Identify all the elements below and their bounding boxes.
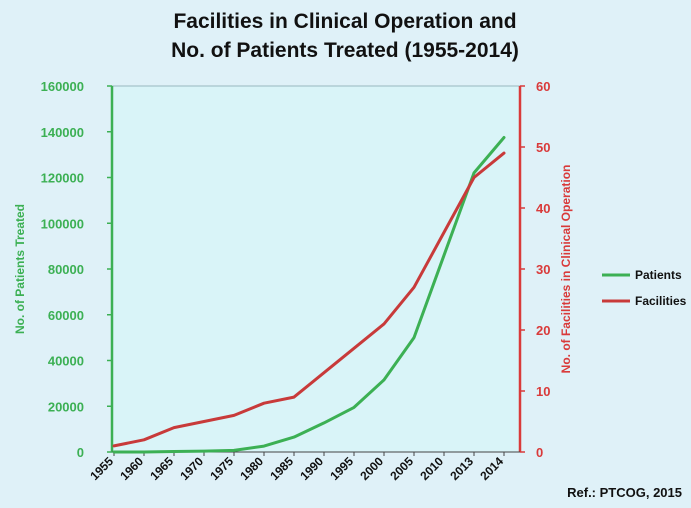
right-axis-title: No. of Facilities in Clinical Operation: [559, 165, 573, 374]
plot-area: [111, 85, 521, 453]
right-tick-label: 40: [536, 201, 550, 216]
source-note: Ref.: PTCOG, 2015: [567, 485, 682, 500]
left-tick-label: 120000: [41, 171, 84, 186]
left-tick-label: 0: [77, 445, 84, 460]
right-axis: 0 10 20 30 40 50 60: [518, 79, 550, 460]
left-tick-label: 60000: [48, 308, 84, 323]
right-tick-label: 20: [536, 323, 550, 338]
series-line-facilities: [112, 151, 506, 448]
left-tick-label: 40000: [48, 354, 84, 369]
right-tick-label: 10: [536, 384, 550, 399]
left-tick-label: 160000: [41, 79, 84, 94]
series-line-patients: [112, 136, 506, 454]
left-axis: 0 20000 40000 60000 80000 100000 120000 140000 1…: [41, 79, 114, 460]
left-tick-label: 80000: [48, 262, 84, 277]
chart-title-line-2: No. of Patients Treated (1955-2014): [171, 39, 519, 62]
left-axis-title: No. of Patients Treated: [13, 204, 27, 334]
right-tick-label: 30: [536, 262, 550, 277]
legend-item-patients: Patients: [602, 268, 682, 282]
x-axis: 1955 1960 1965 1970 1975 1980 1985 1990 1995 2000…: [87, 451, 520, 483]
series-layer: [112, 136, 506, 454]
right-tick-label: 50: [536, 140, 550, 155]
left-tick-label: 140000: [41, 125, 84, 140]
right-tick-label: 60: [536, 79, 550, 94]
legend: Patients Facilities: [602, 268, 687, 308]
left-tick-label: 100000: [41, 216, 84, 231]
legend-label-facilities: Facilities: [635, 294, 687, 308]
chart-title-line-1: Facilities in Clinical Operation and: [173, 10, 516, 33]
legend-label-patients: Patients: [635, 268, 682, 282]
legend-item-facilities: Facilities: [602, 294, 687, 308]
right-tick-label: 0: [536, 445, 543, 460]
left-tick-label: 20000: [48, 399, 84, 414]
